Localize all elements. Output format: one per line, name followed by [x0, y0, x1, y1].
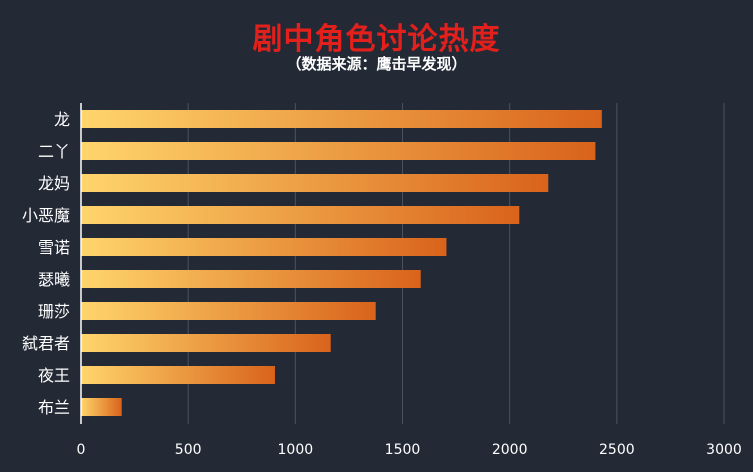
category-label: 瑟曦 — [38, 270, 70, 289]
bar-0 — [81, 110, 602, 128]
x-tick-label: 2000 — [492, 442, 528, 458]
chart-subtitle: （数据来源：鹰击早发现） — [286, 55, 467, 73]
bar-2 — [81, 174, 549, 192]
bar-1 — [81, 142, 596, 160]
category-label: 龙 — [54, 110, 70, 129]
category-label: 雪诺 — [38, 238, 70, 257]
x-tick-label: 500 — [175, 442, 202, 458]
category-label: 小恶魔 — [22, 206, 70, 225]
x-tick-label: 2500 — [599, 442, 635, 458]
bar-9 — [81, 398, 122, 416]
x-axis-tick-labels: 0 500 1000 1500 2000 2500 3000 — [77, 442, 742, 458]
bar-3 — [81, 206, 520, 224]
category-label: 珊莎 — [38, 302, 70, 321]
bar-5 — [81, 270, 421, 288]
bar-8 — [81, 366, 275, 384]
chart-title: 剧中角色讨论热度 — [252, 22, 501, 57]
bar-6 — [81, 302, 376, 320]
category-label: 弑君者 — [22, 334, 70, 353]
category-label: 布兰 — [38, 398, 70, 417]
category-label: 二丫 — [38, 142, 70, 161]
x-tick-label: 0 — [77, 442, 86, 458]
bar-7 — [81, 334, 331, 352]
x-tick-label: 1500 — [385, 442, 421, 458]
x-tick-label: 1000 — [278, 442, 314, 458]
category-label: 夜王 — [38, 366, 70, 385]
x-tick-label: 3000 — [706, 442, 742, 458]
bars — [81, 110, 602, 416]
bar-4 — [81, 238, 447, 256]
category-label: 龙妈 — [38, 174, 70, 193]
